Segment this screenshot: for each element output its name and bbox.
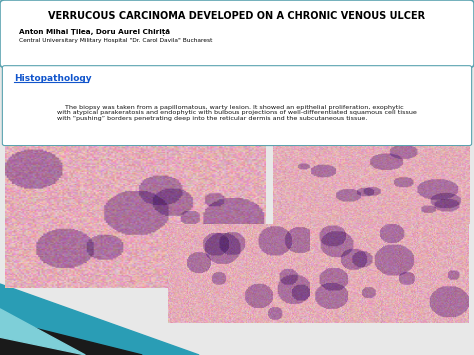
FancyBboxPatch shape [2,66,472,146]
Text: VERRUCOUS CARCINOMA DEVELOPED ON A CHRONIC VENOUS ULCER: VERRUCOUS CARCINOMA DEVELOPED ON A CHRON… [48,11,426,21]
Polygon shape [0,320,142,355]
Text: The biopsy was taken from a papillomatous, warty lesion. It showed an epithelial: The biopsy was taken from a papillomatou… [57,105,417,121]
FancyBboxPatch shape [0,0,474,67]
Bar [273,220,469,238]
Polygon shape [0,284,199,355]
Polygon shape [0,309,85,355]
Text: Histopathology: Histopathology [14,74,92,83]
Text: Anton Mihai Ţilea, Doru Aurel Chiriță: Anton Mihai Ţilea, Doru Aurel Chiriță [19,28,170,35]
Text: Central Universitary Military Hospital "Dr. Carol Davila" Bucharest: Central Universitary Military Hospital "… [19,38,212,43]
